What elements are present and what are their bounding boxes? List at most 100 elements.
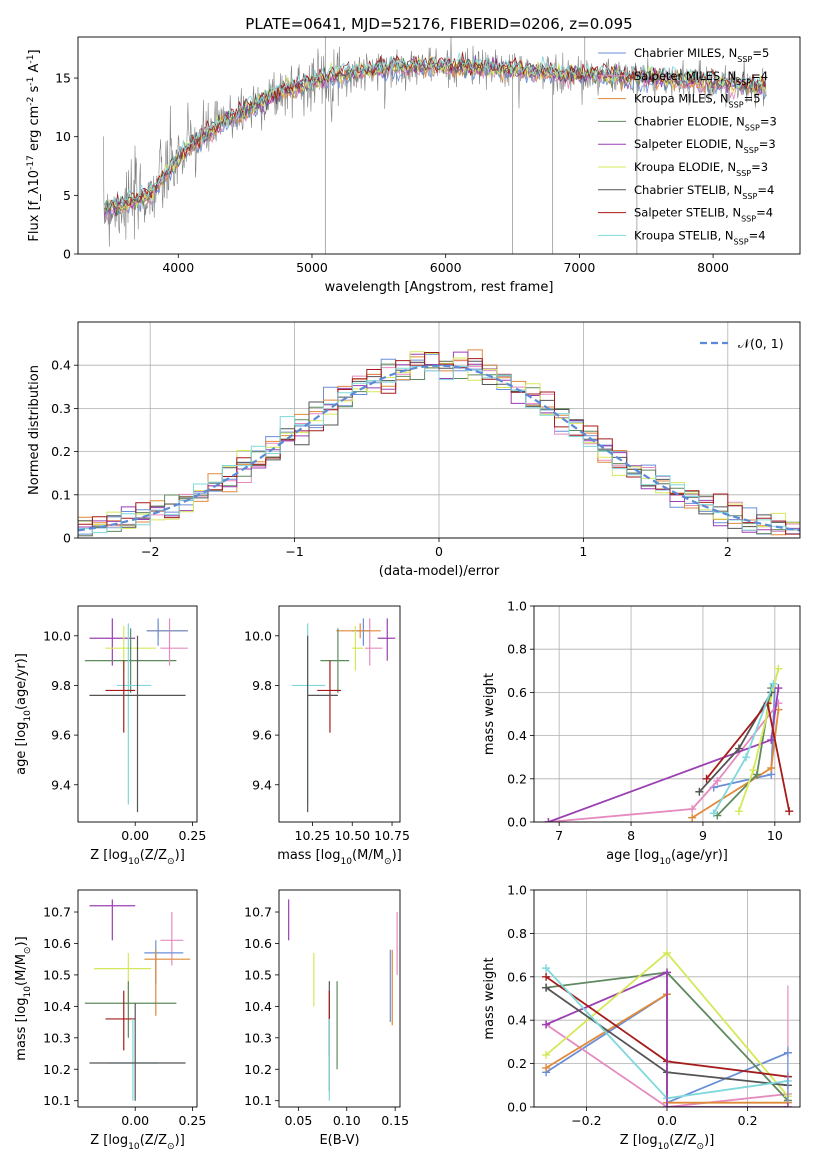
label-part: Normed distribution: [27, 365, 42, 495]
y-tick-label: 9.4: [51, 777, 71, 792]
label-part: M/M: [357, 848, 384, 863]
label-part: M/M: [14, 954, 29, 981]
y-tick-label: 10.1: [43, 1093, 71, 1108]
label-part: ⊙: [697, 1142, 705, 1152]
weight-marker: [769, 679, 778, 688]
label-part: =3: [759, 137, 776, 151]
weight-marker: [709, 809, 718, 818]
x-tick-label: 6000: [430, 260, 462, 275]
y-tick-label: 9.4: [252, 777, 272, 792]
x-axis-label: E(B-V): [319, 1133, 359, 1148]
label-part: Kroupa STELIB, N: [634, 228, 734, 242]
x-tick-label: 8000: [697, 260, 729, 275]
weight-marker: [774, 664, 783, 673]
weight-marker: [688, 813, 697, 822]
label-part: 10: [340, 857, 352, 867]
label-part: Kroupa MILES, N: [634, 92, 729, 106]
weight-marker: [544, 818, 553, 822]
y-tick-label: 10.2: [244, 1062, 272, 1077]
label-part: mass weight: [482, 957, 497, 1039]
y-tick-label: 10.6: [244, 936, 272, 951]
label-part: Salpeter MILES, N: [634, 69, 736, 83]
label-part: ⊙: [167, 1142, 175, 1152]
x-tick-label: 0.2: [738, 1113, 758, 1128]
label-part: Z [log: [620, 1133, 658, 1148]
label-part: )]: [704, 1133, 714, 1148]
y-tick-label: 10.5: [43, 967, 71, 982]
axes-frame: [533, 889, 801, 1108]
weight-line: [548, 702, 780, 822]
label-part: -1: [26, 55, 36, 64]
y-tick-label: 10.4: [43, 999, 71, 1014]
x-tick-label: 5000: [296, 260, 328, 275]
label-part: =5: [744, 92, 761, 106]
errorbar-plot-area: [291, 618, 396, 813]
label-part: Chabrier ELODIE, N: [634, 114, 745, 128]
y-tick-label: 10.6: [43, 936, 71, 951]
errorbar-plot-area: [84, 899, 191, 1101]
weight-marker: [695, 787, 704, 796]
weight-marker: [774, 684, 783, 693]
weight-marker: [702, 774, 711, 783]
x-tick-label: −2: [141, 544, 159, 559]
x-tick-label: 0.25: [179, 828, 207, 843]
label-part: -1: [26, 77, 36, 86]
y-tick-label: 0.3: [51, 401, 71, 416]
weight-marker: [542, 1063, 551, 1072]
label-part: =3: [760, 114, 777, 128]
x-axis-label: wavelength [Angstrom, rest frame]: [325, 280, 554, 295]
y-tick-label: 9.8: [51, 678, 71, 693]
y-tick-label: 9.8: [252, 678, 272, 693]
weight-plot-area: [542, 948, 792, 1107]
label-part: =4: [757, 183, 774, 197]
y-tick-label: 0.4: [507, 728, 527, 743]
label-part: 10: [27, 170, 42, 187]
x-tick-label: 0.25: [179, 1113, 207, 1128]
y-tick-label: 0.0: [507, 1100, 527, 1115]
weight-marker: [742, 753, 751, 762]
x-tick-label: 2: [724, 544, 732, 559]
label-part: age/yr: [676, 848, 718, 863]
x-tick-label: 0.15: [381, 1113, 409, 1128]
x-tick-label: 10.75: [374, 828, 410, 843]
weight-marker: [749, 766, 758, 775]
label-part: s: [27, 85, 42, 96]
x-tick-label: −0.2: [571, 1113, 601, 1128]
y-tick-label: 0.8: [507, 642, 527, 657]
weight-marker: [542, 1020, 551, 1029]
label-part: (: [140, 848, 145, 863]
label-part: )]: [718, 848, 728, 863]
y-tick-label: 10.4: [244, 999, 272, 1014]
label-part: age/yr: [14, 663, 29, 705]
label-part: SSP: [742, 191, 757, 200]
y-tick-label: 0.2: [51, 444, 71, 459]
y-tick-label: 10.7: [43, 905, 71, 920]
x-tick-label: 10.25: [295, 828, 331, 843]
y-tick-label: 10.5: [244, 967, 272, 982]
label-part: ⊙: [167, 857, 175, 867]
label-part: (: [352, 848, 357, 863]
axes-frame: [278, 889, 401, 1108]
x-tick-label: 0.00: [121, 828, 149, 843]
x-axis-label: Z [log10(Z/Z⊙)]: [90, 848, 185, 867]
y-axis-label: mass [log10(M/M⊙)]: [14, 936, 33, 1060]
x-axis-label: (data-model)/error: [379, 564, 500, 579]
legend-entry: Kroupa STELIB, NSSP=4: [634, 228, 766, 246]
x-axis-label: Z [log10(Z/Z⊙)]: [620, 1133, 715, 1152]
weight-marker: [542, 964, 551, 973]
label-part: (: [140, 1133, 145, 1148]
label-part: )]: [14, 936, 29, 946]
weight-marker: [542, 1050, 551, 1059]
legend-entry: Kroupa ELODIE, NSSP=3: [634, 160, 768, 178]
y-tick-label: 0: [63, 247, 71, 262]
axes-frame: [533, 605, 801, 823]
x-axis-label: mass [log10(M/M⊙)]: [277, 848, 401, 867]
weight-plot-area: [544, 664, 794, 822]
x-tick-label: 8: [627, 828, 635, 843]
label-part: Z/Z: [145, 1133, 167, 1148]
x-axis-label: age [log10(age/yr)]: [606, 848, 728, 867]
y-tick-label: 0.2: [507, 771, 527, 786]
x-tick-label: 7: [555, 828, 563, 843]
y-tick-label: 9.6: [252, 728, 272, 743]
